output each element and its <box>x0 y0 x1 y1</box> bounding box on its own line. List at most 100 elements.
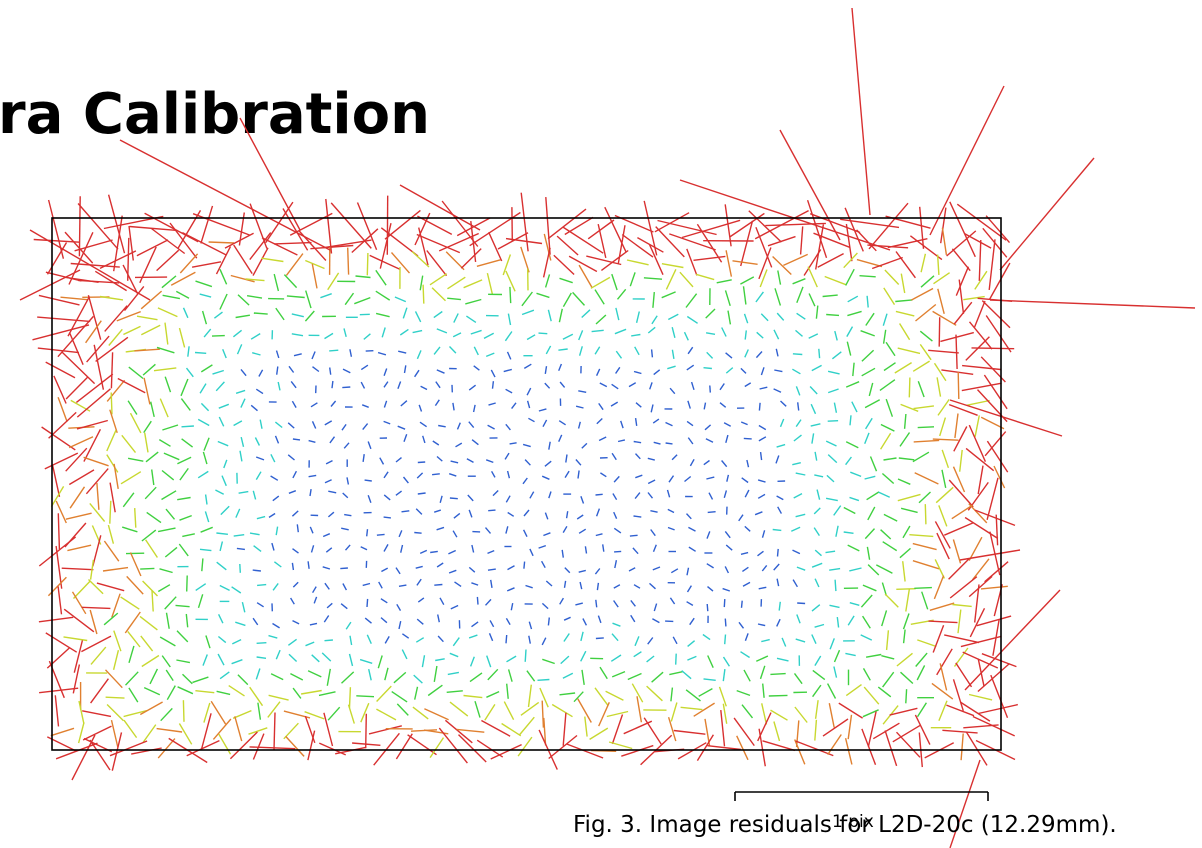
residual-vector <box>200 713 212 750</box>
residual-vector <box>918 491 931 504</box>
residual-vector <box>595 493 603 496</box>
residual-vector <box>484 527 492 534</box>
residual-vector <box>177 496 191 501</box>
residual-vector <box>985 215 1011 244</box>
residual-vector <box>436 369 445 374</box>
residual-vector <box>57 513 61 550</box>
residual-vector <box>290 672 304 681</box>
residual-vector <box>646 685 663 702</box>
residual-vector <box>725 250 733 277</box>
residual-vector <box>612 622 621 627</box>
residual-vector <box>914 586 932 589</box>
residual-vector <box>509 286 512 304</box>
residual-vector <box>725 544 733 551</box>
residual-vector <box>860 330 875 337</box>
residual-vector <box>92 535 102 567</box>
residual-vector <box>629 534 638 537</box>
residual-vector <box>897 478 911 485</box>
residual-vector <box>951 248 971 272</box>
residual-vector <box>651 315 658 325</box>
residual-vector-outlier <box>399 184 481 231</box>
residual-vector <box>153 367 177 372</box>
residual-vector <box>381 567 389 573</box>
residual-vector <box>740 551 749 555</box>
residual-vector <box>458 734 487 763</box>
residual-vector <box>63 636 88 642</box>
residual-vector <box>473 346 479 356</box>
residual-vector <box>882 541 898 552</box>
residual-vector <box>564 567 571 574</box>
residual-vector <box>87 295 102 340</box>
residual-vector <box>544 366 548 375</box>
residual-vector <box>113 215 123 272</box>
residual-vector <box>881 582 888 597</box>
residual-vector <box>940 331 974 343</box>
residual-vector <box>64 231 94 264</box>
residual-vector <box>143 686 161 696</box>
residual-vector <box>393 671 407 684</box>
residual-vector <box>384 667 389 681</box>
residual-vector <box>471 621 479 628</box>
residual-vector <box>307 561 310 569</box>
residual-vector <box>123 325 141 336</box>
residual-vector <box>237 294 250 306</box>
residual-vector <box>845 684 862 697</box>
residual-vector <box>630 614 636 623</box>
residual-vector <box>559 597 565 605</box>
residual-vector <box>928 620 958 624</box>
residual-vector <box>761 703 768 725</box>
residual-vector <box>109 409 118 434</box>
residual-vector <box>344 544 351 551</box>
residual-vector <box>179 467 189 481</box>
residual-vector <box>628 382 637 388</box>
residual-vector <box>143 377 151 405</box>
residual-vector <box>881 610 888 627</box>
residual-vector <box>833 649 841 663</box>
residual-vector <box>578 264 593 288</box>
residual-vector <box>145 451 159 463</box>
residual-vector <box>610 654 622 662</box>
residual-vector <box>563 633 570 642</box>
residual-vector <box>366 634 372 644</box>
residual-vector <box>795 419 802 427</box>
residual-vector <box>580 631 584 642</box>
residual-vector <box>164 596 177 610</box>
residual-vector <box>177 686 194 695</box>
residual-vector <box>121 434 137 454</box>
residual-vector <box>935 486 954 504</box>
residual-vector <box>202 451 208 465</box>
residual-vector <box>572 291 586 306</box>
residual-vector <box>329 367 332 375</box>
residual-vector <box>568 255 598 273</box>
residual-vector <box>197 470 209 479</box>
residual-vector <box>883 362 896 372</box>
residual-vector <box>384 636 390 644</box>
residual-vector <box>212 369 225 375</box>
residual-vector <box>68 436 94 449</box>
residual-vector <box>86 335 110 363</box>
residual-vector <box>880 423 895 432</box>
residual-vector <box>157 738 176 759</box>
residual-vector <box>844 738 853 765</box>
residual-vector <box>611 670 626 678</box>
residual-vector <box>547 208 587 240</box>
residual-vector <box>360 364 369 371</box>
residual-vector <box>488 509 496 512</box>
residual-vector <box>849 567 862 572</box>
residual-vector <box>559 277 573 284</box>
residual-vector <box>598 436 607 442</box>
residual-vector <box>596 417 603 425</box>
residual-vector <box>527 684 532 708</box>
residual-vector <box>250 404 258 412</box>
residual-vector <box>463 694 483 699</box>
residual-vector <box>556 235 579 256</box>
residual-vector <box>992 619 1000 656</box>
residual-vector <box>772 528 782 532</box>
residual-vector <box>968 575 993 598</box>
residual-vector <box>740 220 754 267</box>
residual-vector <box>665 269 677 290</box>
residual-vector <box>581 309 591 319</box>
residual-vector <box>949 576 978 599</box>
residual-vector <box>82 710 112 718</box>
residual-vector <box>953 301 973 325</box>
